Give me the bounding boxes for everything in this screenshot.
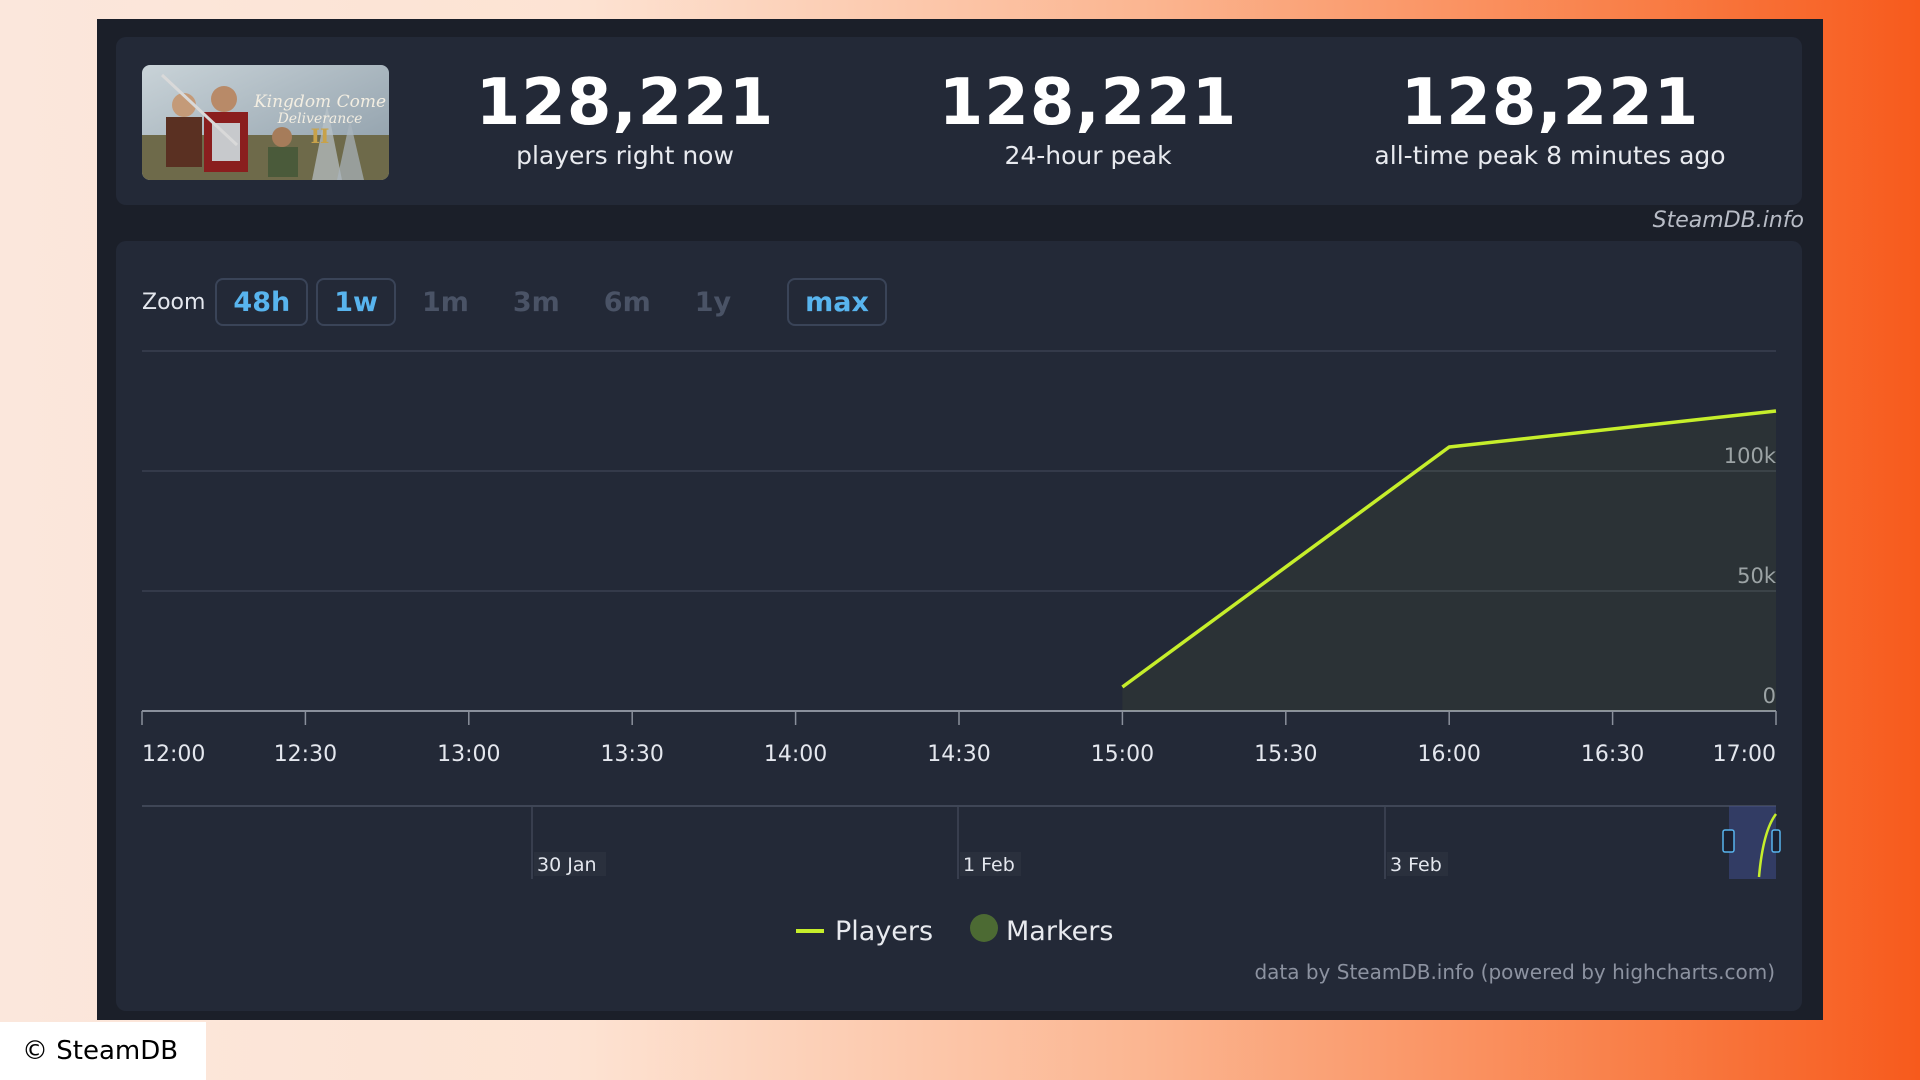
zoom-1w-button[interactable]: 1w <box>316 278 396 326</box>
y-tick-label: 100k <box>1724 444 1777 468</box>
players-chart[interactable]: 0 50k 100k 12:00 12:30 13:00 13:30 14:00 14:30 15… <box>116 241 1802 1011</box>
legend-markers-symbol <box>970 914 998 942</box>
x-tick-label: 16:00 <box>1417 742 1480 767</box>
zoom-48h-button[interactable]: 48h <box>215 278 309 326</box>
x-tick-label: 12:00 <box>142 742 205 767</box>
zoom-3m-button[interactable]: 3m <box>512 286 560 318</box>
zoom-6m-button[interactable]: 6m <box>603 286 651 318</box>
y-tick-label: 50k <box>1737 564 1777 588</box>
navigator-label: 3 Feb <box>1390 854 1442 876</box>
thumbnail-title-1: Kingdom Come <box>253 92 386 112</box>
stat-24h-peak: 128,221 24-hour peak <box>878 67 1298 173</box>
navigator-label-bg <box>534 852 606 876</box>
stat-all-time-peak-value: 128,221 <box>1400 66 1700 140</box>
copyright-notice: © SteamDB <box>0 1022 206 1080</box>
x-tick-label: 13:00 <box>437 742 500 767</box>
x-tick-label: 12:30 <box>274 742 337 767</box>
x-tick-label: 17:00 <box>1713 742 1776 767</box>
steamdb-panel: Kingdom Come Deliverance II 128,221 play… <box>97 19 1823 1020</box>
stat-current: 128,221 players right now <box>415 67 835 173</box>
chart-credits[interactable]: data by SteamDB.info (powered by highcha… <box>1254 960 1775 984</box>
y-tick-label: 0 <box>1763 684 1776 708</box>
stats-bar: Kingdom Come Deliverance II 128,221 play… <box>116 37 1802 205</box>
x-tick-label: 13:30 <box>600 742 663 767</box>
thumbnail-title-2: Deliverance <box>277 111 363 127</box>
legend-markers-label: Markers <box>1006 916 1113 947</box>
zoom-label: Zoom <box>142 289 206 315</box>
thumbnail-numeral: II <box>311 124 330 148</box>
x-tick-label: 15:30 <box>1254 742 1317 767</box>
series-line-players <box>1121 409 1777 689</box>
game-thumbnail[interactable]: Kingdom Come Deliverance II <box>142 65 389 180</box>
stat-24h-peak-value: 128,221 <box>938 66 1238 140</box>
navigator-label: 1 Feb <box>963 854 1015 876</box>
navigator-label: 30 Jan <box>537 854 597 876</box>
x-tick-label: 14:30 <box>927 742 990 767</box>
stat-current-label: players right now <box>516 141 734 170</box>
zoom-1y-button[interactable]: 1y <box>694 286 732 318</box>
chart-container: 0 50k 100k 12:00 12:30 13:00 13:30 14:00 14:30 15… <box>116 241 1802 1011</box>
zoom-selector: Zoom 48h 1w 1m 3m 6m 1y max <box>142 276 895 328</box>
zoom-max-button[interactable]: max <box>787 278 887 326</box>
navigator-selection <box>1729 806 1776 879</box>
legend-players-label: Players <box>835 916 933 947</box>
x-tick-label: 16:30 <box>1581 742 1644 767</box>
stat-current-value: 128,221 <box>475 66 775 140</box>
navigator-handle-left <box>1722 829 1735 853</box>
navigator-handle-right <box>1771 829 1781 853</box>
series-area-players <box>1122 411 1776 711</box>
stat-all-time-peak: 128,221 all-time peak 8 minutes ago <box>1340 67 1760 173</box>
navigator-label-bg <box>960 852 1021 876</box>
stat-all-time-peak-label: all-time peak 8 minutes ago <box>1374 141 1726 170</box>
x-tick-label: 15:00 <box>1091 742 1154 767</box>
stat-24h-peak-label: 24-hour peak <box>1004 141 1172 170</box>
x-tick-label: 14:00 <box>764 742 827 767</box>
zoom-1m-button[interactable]: 1m <box>421 286 469 318</box>
navigator-label-bg <box>1387 852 1448 876</box>
navigator-series-line <box>1757 813 1778 878</box>
brand-watermark: SteamDB.info <box>1652 208 1804 233</box>
